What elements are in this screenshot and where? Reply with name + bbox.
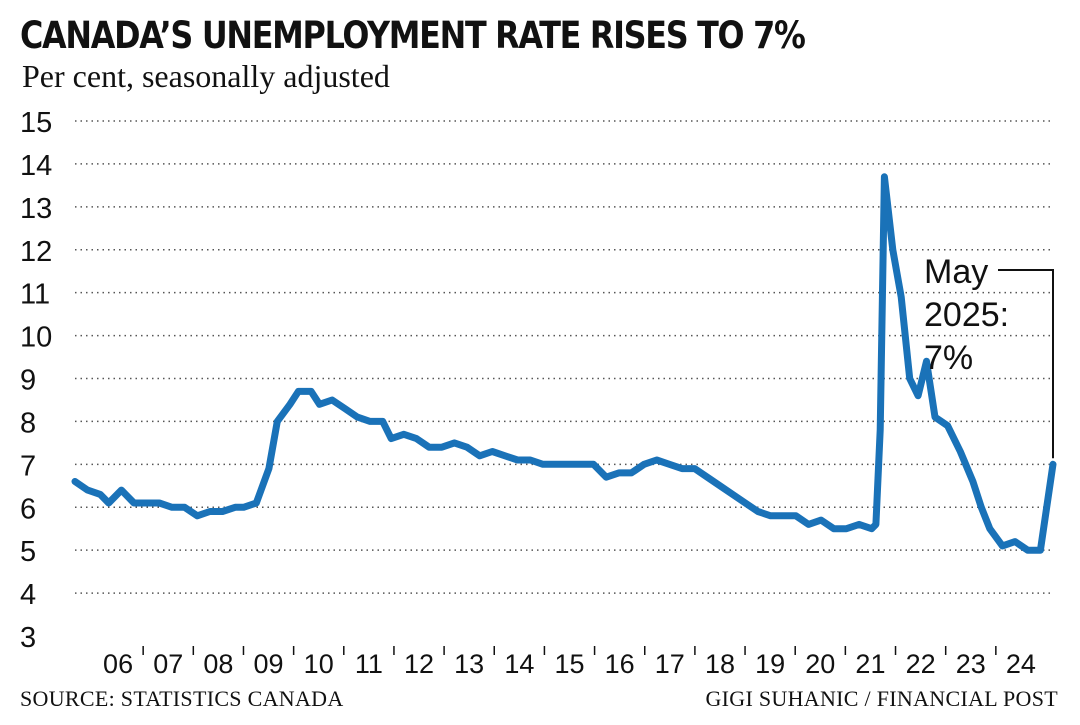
y-tick-label: 7	[20, 450, 36, 482]
annotation-line-3: 7%	[924, 339, 973, 377]
x-tick-label: 07	[153, 649, 183, 679]
x-tick-label: 08	[203, 649, 233, 679]
x-axis-ticks: 06 07 08 09 10 11 12 13 14 15 16 17 18 19 20 21 22 23 24	[103, 646, 1036, 679]
x-tick-label: 06	[103, 649, 133, 679]
x-tick-label: 18	[705, 649, 735, 679]
credit-note: GIGI SUHANIC / FINANCIAL POST	[705, 686, 1058, 711]
y-tick-label: 9	[20, 365, 36, 397]
y-tick-label: 3	[20, 622, 36, 654]
x-tick-label: 09	[254, 649, 284, 679]
y-axis-ticks: 3 4 5 6 7 8 9 10 11 12 13 14 15	[20, 107, 52, 654]
x-tick-label: 14	[504, 649, 534, 679]
x-tick-label: 22	[906, 649, 936, 679]
y-tick-label: 6	[20, 493, 36, 525]
x-tick-label: 20	[805, 649, 835, 679]
source-note: SOURCE: STATISTICS CANADA	[20, 686, 344, 711]
chart-subtitle: Per cent, seasonally adjusted	[22, 58, 390, 94]
y-tick-label: 11	[20, 279, 50, 311]
y-tick-label: 8	[20, 407, 36, 439]
annotation-leader-line	[998, 269, 1054, 459]
x-tick-label: 15	[554, 649, 584, 679]
annotation-line-1: May	[924, 253, 988, 291]
y-tick-label: 14	[20, 150, 52, 182]
x-tick-label: 13	[454, 649, 484, 679]
x-tick-label: 21	[855, 649, 885, 679]
x-tick-label: 16	[605, 649, 635, 679]
y-tick-label: 10	[20, 322, 52, 354]
x-tick-label: 10	[304, 649, 334, 679]
x-tick-label: 11	[355, 649, 383, 679]
unemployment-rate-line	[71, 173, 1057, 554]
x-tick-label: 19	[755, 649, 785, 679]
x-tick-label: 23	[956, 649, 986, 679]
x-tick-label: 12	[404, 649, 434, 679]
y-tick-label: 12	[20, 236, 52, 268]
x-tick-label: 24	[1006, 649, 1036, 679]
y-tick-label: 4	[20, 579, 36, 611]
y-tick-label: 13	[20, 193, 52, 225]
y-tick-label: 15	[20, 107, 52, 139]
y-tick-label: 5	[20, 536, 36, 568]
chart-title: CANADA’S UNEMPLOYMENT RATE RISES TO 7%	[20, 14, 806, 57]
annotation-line-2: 2025:	[924, 296, 1009, 334]
x-tick-label: 17	[655, 649, 685, 679]
